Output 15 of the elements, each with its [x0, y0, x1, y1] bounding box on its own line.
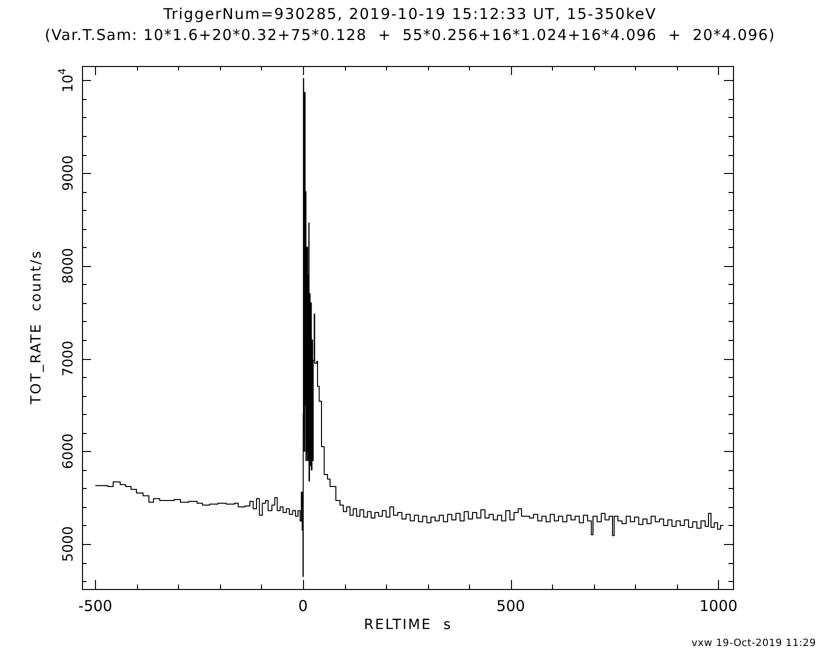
text: vxw 19-Oct-2019 11:29 — [692, 638, 816, 649]
y-tick-label: 6000 — [60, 433, 77, 470]
x-tick-label: 500 — [496, 596, 526, 615]
y-tick-label: 8000 — [60, 248, 77, 284]
x-tick-label: -500 — [78, 596, 112, 615]
x-axis-title: RELTIME s — [364, 617, 452, 634]
x-tick-label: 1000 — [699, 596, 738, 615]
y-tick-label: 9000 — [60, 155, 77, 191]
y-axis-title: TOT_RATE count/s — [28, 250, 45, 404]
chart-title: TriggerNum=930285, 2019-10-19 15:12:33 UT, 15-350keV — [164, 5, 656, 23]
chart-subtitle: (Var.T.Sam: 10*1.6+20*0.32+75*0.128 + 55*0.256+16*1.024+16*4.096 + 20*4.096) — [44, 26, 776, 44]
y-tick-label: 5000 — [60, 526, 77, 562]
y-tick-label: 7000 — [60, 340, 77, 376]
x-tick-label: 0 — [298, 596, 308, 615]
y-tick-label: 104 — [57, 68, 77, 92]
